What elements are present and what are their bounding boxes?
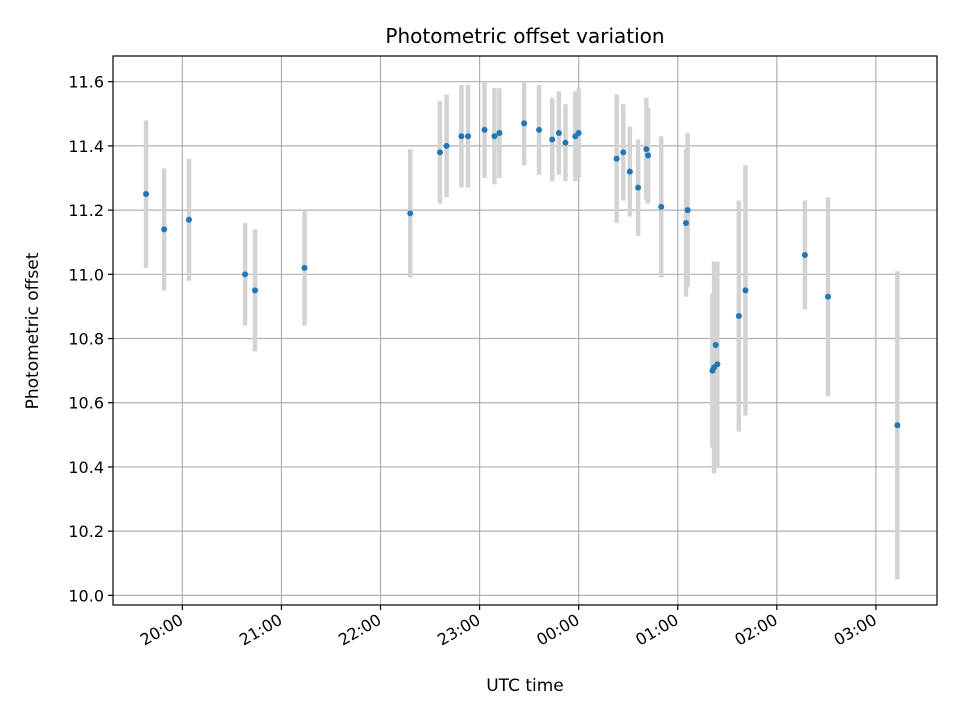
y-axis: 10.0 10.2 10.4 10.6 10.8 11.0 11.2 11.4 11.6 <box>68 73 113 605</box>
data-point <box>645 152 652 159</box>
y-tick-label: 11.6 <box>68 73 104 92</box>
data-point <box>458 133 465 140</box>
y-tick-label: 11.0 <box>68 265 104 284</box>
data-point <box>443 142 450 149</box>
data-point <box>714 361 721 368</box>
data-point <box>684 207 691 214</box>
y-tick-label: 10.0 <box>68 586 104 605</box>
data-point <box>894 422 901 429</box>
data-point <box>496 130 503 137</box>
data-point <box>481 126 488 133</box>
data-point <box>658 203 665 210</box>
data-point <box>801 252 808 259</box>
data-point <box>735 313 742 320</box>
data-point <box>613 155 620 162</box>
data-point <box>185 216 192 223</box>
data-point <box>643 146 650 153</box>
chart-title: Photometric offset variation <box>385 24 664 48</box>
data-point <box>555 130 562 137</box>
data-point <box>161 226 168 233</box>
y-tick-label: 10.4 <box>68 458 104 477</box>
y-tick-label: 11.4 <box>68 137 104 156</box>
plot-frame <box>112 55 938 606</box>
data-point <box>143 191 150 198</box>
data-point <box>626 168 633 175</box>
data-point <box>491 133 498 140</box>
y-tick-label: 10.2 <box>68 522 104 541</box>
y-tick-label: 10.6 <box>68 394 104 413</box>
data-point <box>252 287 259 294</box>
data-point <box>575 130 582 137</box>
data-point <box>742 287 749 294</box>
y-tick-label: 10.8 <box>68 330 104 349</box>
data-point <box>242 271 249 278</box>
data-point <box>562 139 569 146</box>
data-point <box>549 136 556 143</box>
grid <box>113 56 937 605</box>
data-point <box>436 149 443 156</box>
data-point <box>301 264 308 271</box>
data-point <box>635 184 642 191</box>
data-point <box>536 126 543 133</box>
y-axis-label: Photometric offset <box>23 252 43 409</box>
x-axis-label: UTC time <box>486 676 564 696</box>
data-point <box>712 341 719 348</box>
y-tick-label: 11.2 <box>68 201 104 220</box>
data-points <box>143 120 901 429</box>
data-point <box>407 210 414 217</box>
data-point <box>620 149 627 156</box>
data-point <box>521 120 528 127</box>
data-point <box>683 219 690 226</box>
data-point <box>825 293 832 300</box>
data-point <box>465 133 472 140</box>
